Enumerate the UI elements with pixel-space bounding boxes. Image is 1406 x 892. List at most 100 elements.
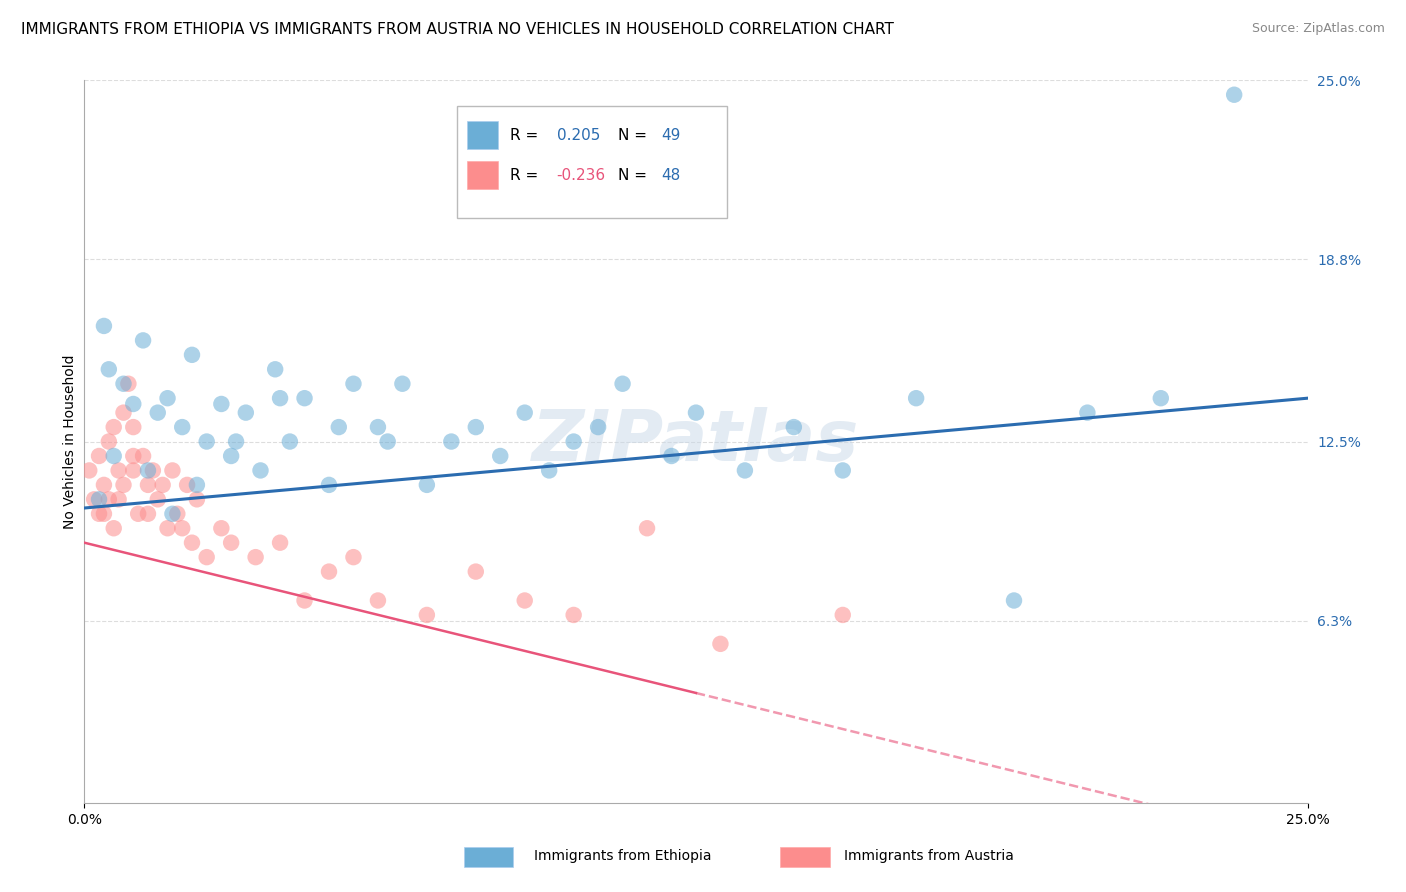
Point <box>112 406 135 420</box>
Text: Immigrants from Ethiopia: Immigrants from Ethiopia <box>534 849 711 863</box>
Point <box>328 420 350 434</box>
Text: N =: N = <box>617 128 651 144</box>
Point <box>107 463 129 477</box>
Point <box>562 434 585 449</box>
Point <box>278 434 301 449</box>
Text: R =: R = <box>510 128 543 144</box>
Point <box>132 334 155 348</box>
Point <box>107 492 129 507</box>
Point <box>636 521 658 535</box>
Text: Immigrants from Austria: Immigrants from Austria <box>844 849 1014 863</box>
Point <box>1002 593 1025 607</box>
Text: -0.236: -0.236 <box>557 169 606 183</box>
Point <box>1076 406 1098 420</box>
Point <box>783 420 806 434</box>
Point <box>186 492 208 507</box>
Point <box>152 478 174 492</box>
Point <box>77 463 100 477</box>
Point <box>87 507 110 521</box>
Point <box>122 397 145 411</box>
Point <box>464 420 486 434</box>
Text: 0.205: 0.205 <box>557 128 600 144</box>
Point <box>103 420 125 434</box>
Point <box>162 463 184 477</box>
Point <box>87 492 110 507</box>
Point <box>93 478 115 492</box>
Point <box>195 434 218 449</box>
Point <box>513 406 536 420</box>
FancyBboxPatch shape <box>457 105 727 218</box>
Point <box>122 420 145 434</box>
Point <box>97 434 120 449</box>
Y-axis label: No Vehicles in Household: No Vehicles in Household <box>63 354 77 529</box>
Point <box>132 449 155 463</box>
Point <box>136 478 159 492</box>
Point <box>905 391 928 405</box>
Point <box>122 449 145 463</box>
Point <box>318 565 340 579</box>
Point <box>464 565 486 579</box>
Text: 49: 49 <box>662 128 681 144</box>
Point <box>156 391 179 405</box>
Point <box>318 478 340 492</box>
Point <box>269 391 291 405</box>
Point <box>166 507 188 521</box>
Point <box>122 463 145 477</box>
FancyBboxPatch shape <box>467 161 498 189</box>
Point <box>87 449 110 463</box>
Point <box>136 463 159 477</box>
Point <box>538 463 561 477</box>
Point <box>235 406 257 420</box>
Text: Source: ZipAtlas.com: Source: ZipAtlas.com <box>1251 22 1385 36</box>
Text: ZIPatlas: ZIPatlas <box>533 407 859 476</box>
Point <box>112 376 135 391</box>
Point <box>209 521 232 535</box>
Point <box>249 463 271 477</box>
Point <box>172 521 194 535</box>
Point <box>391 376 413 391</box>
Point <box>156 521 179 535</box>
Point <box>562 607 585 622</box>
Point <box>176 478 198 492</box>
Point <box>172 420 194 434</box>
Point <box>1150 391 1173 405</box>
Point <box>709 637 731 651</box>
Point <box>661 449 683 463</box>
Text: N =: N = <box>617 169 651 183</box>
Point <box>342 376 364 391</box>
Point <box>181 535 204 549</box>
Point <box>245 550 267 565</box>
Point <box>1223 87 1246 102</box>
Point <box>294 391 316 405</box>
Point <box>209 397 232 411</box>
Point <box>264 362 287 376</box>
Point <box>513 593 536 607</box>
Point <box>586 420 609 434</box>
Point <box>734 463 756 477</box>
Point <box>162 507 184 521</box>
Point <box>367 593 389 607</box>
Point <box>831 607 853 622</box>
Point <box>103 449 125 463</box>
Point <box>127 507 149 521</box>
Point <box>181 348 204 362</box>
Point <box>685 406 707 420</box>
Point <box>294 593 316 607</box>
Point <box>83 492 105 507</box>
Point <box>97 362 120 376</box>
Point <box>489 449 512 463</box>
Text: IMMIGRANTS FROM ETHIOPIA VS IMMIGRANTS FROM AUSTRIA NO VEHICLES IN HOUSEHOLD COR: IMMIGRANTS FROM ETHIOPIA VS IMMIGRANTS F… <box>21 22 894 37</box>
Point <box>219 449 242 463</box>
Point <box>103 521 125 535</box>
Point <box>195 550 218 565</box>
Point <box>269 535 291 549</box>
Point <box>93 318 115 333</box>
Point <box>225 434 247 449</box>
Point <box>136 507 159 521</box>
Point <box>831 463 853 477</box>
Text: 48: 48 <box>662 169 681 183</box>
Point <box>186 478 208 492</box>
Point <box>117 376 139 391</box>
FancyBboxPatch shape <box>467 121 498 149</box>
Point <box>416 478 439 492</box>
